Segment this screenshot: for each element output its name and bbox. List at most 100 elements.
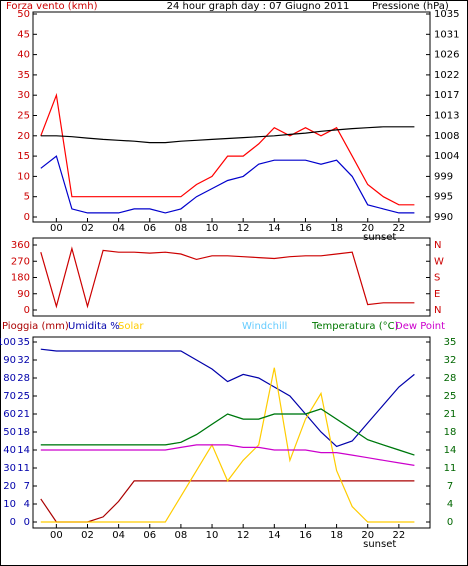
yticks-label: 30 bbox=[3, 463, 16, 474]
yticks-label: 20 bbox=[17, 131, 30, 142]
series-line bbox=[40, 246, 415, 309]
y2ticks-label: W bbox=[434, 256, 444, 267]
yticks-label: 25 bbox=[17, 111, 30, 122]
x-tick-label: 12 bbox=[237, 530, 250, 541]
x-tick-label: 14 bbox=[268, 530, 281, 541]
legend-entry: Dew Point bbox=[395, 321, 445, 332]
y3ticks-label: 25 bbox=[17, 391, 30, 402]
y2ticks-label: 990 bbox=[434, 212, 453, 223]
y-axis-title: Forza vento (kmh) bbox=[6, 1, 98, 12]
yticks-label: 35 bbox=[17, 70, 30, 81]
y2ticks-label: 1013 bbox=[434, 111, 459, 122]
yticks-label: 360 bbox=[11, 240, 30, 251]
x-tick-label: 04 bbox=[112, 223, 125, 234]
yticks-label: 180 bbox=[11, 273, 30, 284]
y2ticks-label: E bbox=[434, 289, 440, 300]
yticks-label: 10 bbox=[3, 499, 16, 510]
legend-entry: Temperatura (°C) bbox=[311, 321, 399, 332]
yticks-label: 100 bbox=[0, 337, 16, 348]
y3ticks-label: 11 bbox=[17, 463, 30, 474]
y3ticks-label: 35 bbox=[17, 337, 30, 348]
x-tick-label: 00 bbox=[50, 530, 63, 541]
yticks-label: 40 bbox=[3, 445, 16, 456]
y2ticks-label: 18 bbox=[444, 427, 457, 438]
y2ticks-label: N bbox=[434, 305, 441, 316]
y2ticks-label: N bbox=[434, 240, 441, 251]
y3ticks-label: 0 bbox=[24, 517, 30, 528]
x-tick-label: 10 bbox=[206, 223, 219, 234]
series-line bbox=[40, 408, 415, 456]
y2ticks-label: 1004 bbox=[434, 151, 459, 162]
y3ticks-label: 21 bbox=[17, 409, 30, 420]
yticks-label: 20 bbox=[3, 481, 16, 492]
yticks-label: 0 bbox=[24, 212, 30, 223]
y2ticks-label: 1017 bbox=[434, 90, 459, 101]
yticks-label: 30 bbox=[17, 90, 30, 101]
y2ticks-label: 32 bbox=[444, 355, 457, 366]
x-tick-label: 14 bbox=[268, 223, 281, 234]
x-tick-label: 22 bbox=[392, 223, 405, 234]
y3ticks-label: 4 bbox=[24, 499, 30, 510]
y2ticks-label: 995 bbox=[434, 192, 453, 203]
x-tick-label: 20 bbox=[361, 223, 374, 234]
x-tick-label: 08 bbox=[175, 530, 188, 541]
legend-entry: Umidita % bbox=[68, 321, 120, 332]
yticks-label: 80 bbox=[3, 373, 16, 384]
y2ticks-label: 35 bbox=[444, 337, 457, 348]
yticks-label: 10 bbox=[17, 171, 30, 182]
y3ticks-label: 18 bbox=[17, 427, 30, 438]
x-tick-label: 04 bbox=[112, 530, 125, 541]
legend-entry: Solar bbox=[118, 321, 144, 332]
yticks-label: 40 bbox=[17, 50, 30, 61]
x-tick-label: 16 bbox=[299, 223, 312, 234]
legend-entry: Pioggia (mm) bbox=[2, 321, 69, 332]
y3ticks-label: 32 bbox=[17, 355, 30, 366]
series-line bbox=[40, 367, 415, 523]
x-tick-label: 18 bbox=[330, 223, 343, 234]
x-tick-label: 22 bbox=[392, 530, 405, 541]
y2ticks-label: 25 bbox=[444, 391, 457, 402]
series-line bbox=[40, 348, 415, 448]
series-line bbox=[40, 92, 415, 206]
y2-axis-title: Pressione (hPa) bbox=[372, 1, 449, 12]
y2ticks-label: S bbox=[434, 273, 440, 284]
x-tick-label: 16 bbox=[299, 530, 312, 541]
y3ticks-label: 14 bbox=[17, 445, 30, 456]
x-tick-label: 08 bbox=[175, 223, 188, 234]
yticks-label: 0 bbox=[10, 517, 16, 528]
x-tick-label: 06 bbox=[143, 530, 156, 541]
yticks-label: 0 bbox=[24, 305, 30, 316]
y3ticks-label: 7 bbox=[24, 481, 30, 492]
yticks-label: 15 bbox=[17, 151, 30, 162]
x-tick-label: 02 bbox=[81, 530, 94, 541]
x-tick-label: 20 bbox=[361, 530, 374, 541]
yticks-label: 90 bbox=[17, 289, 30, 300]
chart-title: 24 hour graph day : 07 Giugno 2011 bbox=[167, 1, 350, 12]
x-tick-label: 06 bbox=[143, 223, 156, 234]
yticks-label: 90 bbox=[3, 355, 16, 366]
x-tick-label: 00 bbox=[50, 223, 63, 234]
x-tick-label: 12 bbox=[237, 223, 250, 234]
plot-frame bbox=[32, 11, 431, 223]
yticks-label: 60 bbox=[3, 409, 16, 420]
y2ticks-label: 1022 bbox=[434, 70, 459, 81]
series-line bbox=[40, 444, 415, 466]
legend-entry: Windchill bbox=[242, 321, 287, 332]
x-tick-label: 10 bbox=[206, 530, 219, 541]
y2ticks-label: 11 bbox=[444, 463, 457, 474]
yticks-label: 50 bbox=[3, 427, 16, 438]
y2ticks-label: 0 bbox=[447, 517, 453, 528]
yticks-label: 270 bbox=[11, 256, 30, 267]
y3ticks-label: 28 bbox=[17, 373, 30, 384]
y2ticks-label: 1031 bbox=[434, 29, 459, 40]
y2ticks-label: 21 bbox=[444, 409, 457, 420]
yticks-label: 45 bbox=[17, 29, 30, 40]
y2ticks-label: 999 bbox=[434, 171, 453, 182]
series-line bbox=[40, 126, 415, 144]
y2ticks-label: 1026 bbox=[434, 50, 459, 61]
y2ticks-label: 28 bbox=[444, 373, 457, 384]
yticks-label: 5 bbox=[24, 192, 30, 203]
y2ticks-label: 14 bbox=[444, 445, 457, 456]
